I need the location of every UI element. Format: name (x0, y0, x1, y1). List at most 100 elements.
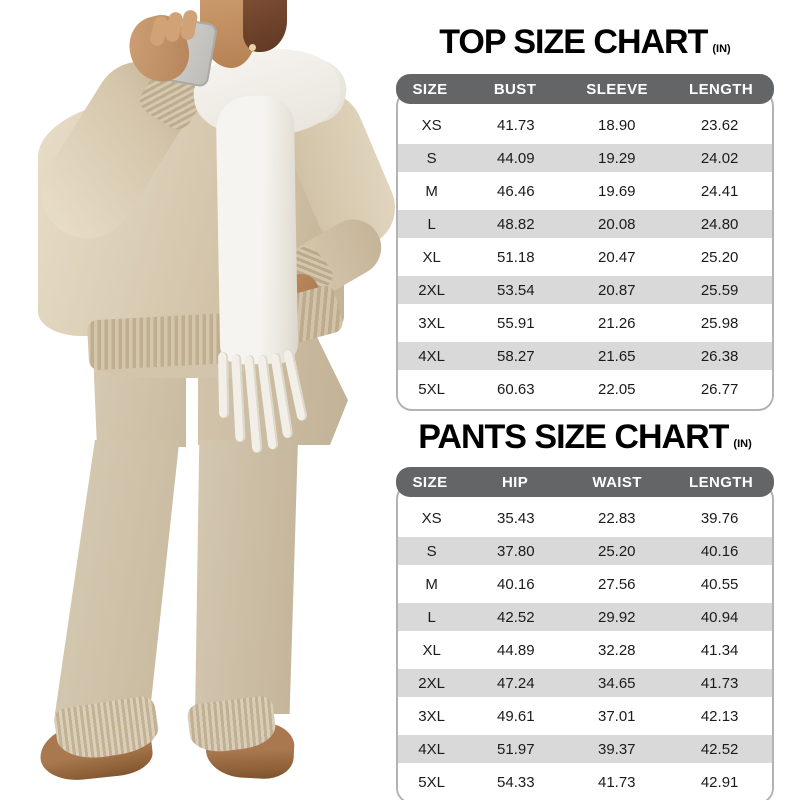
table-cell: 37.80 (465, 537, 567, 565)
table-cell: 20.47 (566, 238, 668, 276)
table-cell: 25.59 (667, 276, 772, 304)
table-cell: 20.87 (566, 276, 668, 304)
chart-title-text: PANTS SIZE CHART (418, 418, 729, 456)
table-row: XL 51.18 20.47 25.20 (398, 238, 772, 276)
table-cell: 42.52 (667, 735, 772, 763)
table-row: L 48.82 20.08 24.80 (398, 210, 772, 238)
table-cell: 25.20 (566, 537, 668, 565)
table-cell: 25.98 (667, 304, 772, 342)
table-row: M 46.46 19.69 24.41 (398, 172, 772, 210)
table-cell: 22.05 (566, 370, 668, 408)
unit-label: (IN) (712, 43, 731, 55)
table-cell: 49.61 (465, 697, 567, 735)
table-cell: 41.73 (465, 106, 567, 144)
table-row: XS 41.73 18.90 23.62 (398, 106, 772, 144)
table-cell: M (398, 172, 466, 210)
scarf-tail (215, 95, 299, 365)
table-cell: 26.77 (667, 370, 772, 408)
table-cell: 24.02 (667, 144, 772, 172)
table-cell: 48.82 (465, 210, 567, 238)
chart-title-text: TOP SIZE CHART (439, 23, 708, 61)
model-photo (24, 0, 400, 784)
table-cell: 51.18 (465, 238, 567, 276)
top-size-chart-section: TOP SIZE CHART (IN) SIZE BUST SLEEVE LENGTH … (396, 24, 774, 411)
table-cell: XS (398, 106, 466, 144)
table-cell: M (398, 565, 466, 603)
table-cell: 39.37 (566, 735, 668, 763)
table-cell: XL (398, 238, 466, 276)
table-row: XS 35.43 22.83 39.76 (398, 499, 772, 537)
table-cell: 51.97 (465, 735, 567, 763)
column-header: SLEEVE (586, 80, 648, 98)
top-table-header-row: SIZE BUST SLEEVE LENGTH (396, 74, 774, 104)
table-cell: 24.41 (667, 172, 772, 210)
table-cell: 55.91 (465, 304, 567, 342)
table-cell: 5XL (398, 763, 466, 800)
table-cell: 3XL (398, 697, 466, 735)
top-chart-title: TOP SIZE CHART (IN) (396, 24, 774, 68)
table-cell: 18.90 (566, 106, 668, 144)
scarf-fringe-strand (218, 351, 230, 419)
table-cell: 3XL (398, 304, 466, 342)
pants-leg-left (54, 440, 180, 716)
table-cell: 40.94 (667, 603, 772, 631)
table-cell: 19.69 (566, 172, 668, 210)
table-cell: 39.76 (667, 499, 772, 537)
column-header: LENGTH (689, 80, 754, 98)
table-cell: 44.09 (465, 144, 567, 172)
table-cell: 25.20 (667, 238, 772, 276)
table-cell: L (398, 210, 466, 238)
table-cell: 46.46 (465, 172, 567, 210)
table-cell: XL (398, 631, 466, 669)
table-cell: 22.83 (566, 499, 668, 537)
top-size-table: XS 41.73 18.90 23.62 S 44.09 19.29 24.02 M 46.46 1… (398, 106, 772, 408)
table-cell: 21.26 (566, 304, 668, 342)
column-header: HIP (501, 473, 529, 491)
table-cell: 40.16 (667, 537, 772, 565)
table-cell: 32.28 (566, 631, 668, 669)
table-row: 5XL 60.63 22.05 26.77 (398, 370, 772, 408)
table-cell: 53.54 (465, 276, 567, 304)
pants-leg-right (195, 440, 298, 714)
table-cell: 2XL (398, 276, 466, 304)
table-row: 4XL 51.97 39.37 42.52 (398, 735, 772, 763)
table-cell: 41.73 (566, 763, 668, 800)
table-cell: 34.65 (566, 669, 668, 697)
table-cell: 41.73 (667, 669, 772, 697)
table-cell: 42.13 (667, 697, 772, 735)
pants-table-body: XS 35.43 22.83 39.76 S 37.80 25.20 40.16 M 40.16 2… (396, 483, 774, 800)
table-cell: 26.38 (667, 342, 772, 370)
table-cell: 4XL (398, 735, 466, 763)
table-row: XL 44.89 32.28 41.34 (398, 631, 772, 669)
table-cell: 20.08 (566, 210, 668, 238)
table-cell: 40.16 (465, 565, 567, 603)
earring (249, 44, 256, 51)
table-row: M 40.16 27.56 40.55 (398, 565, 772, 603)
table-cell: 44.89 (465, 631, 567, 669)
table-cell: S (398, 144, 466, 172)
table-cell: 42.91 (667, 763, 772, 800)
top-table-body: XS 41.73 18.90 23.62 S 44.09 19.29 24.02 M 46.46 1… (396, 90, 774, 411)
table-cell: 60.63 (465, 370, 567, 408)
column-header: LENGTH (689, 473, 754, 491)
pants-size-table: XS 35.43 22.83 39.76 S 37.80 25.20 40.16 M 40.16 2… (398, 499, 772, 800)
column-header: SIZE (412, 473, 448, 491)
table-row: 3XL 49.61 37.01 42.13 (398, 697, 772, 735)
table-cell: 24.80 (667, 210, 772, 238)
table-cell: 21.65 (566, 342, 668, 370)
pants-table-header-row: SIZE HIP WAIST LENGTH (396, 467, 774, 497)
table-cell: 4XL (398, 342, 466, 370)
table-cell: 40.55 (667, 565, 772, 603)
table-cell: 47.24 (465, 669, 567, 697)
table-row: S 44.09 19.29 24.02 (398, 144, 772, 172)
table-cell: L (398, 603, 466, 631)
table-row: S 37.80 25.20 40.16 (398, 537, 772, 565)
table-row: 4XL 58.27 21.65 26.38 (398, 342, 772, 370)
size-charts: TOP SIZE CHART (IN) SIZE BUST SLEEVE LENGTH … (396, 0, 774, 800)
table-cell: 58.27 (465, 342, 567, 370)
table-cell: XS (398, 499, 466, 537)
table-cell: 41.34 (667, 631, 772, 669)
table-cell: 29.92 (566, 603, 668, 631)
table-cell: 54.33 (465, 763, 567, 800)
